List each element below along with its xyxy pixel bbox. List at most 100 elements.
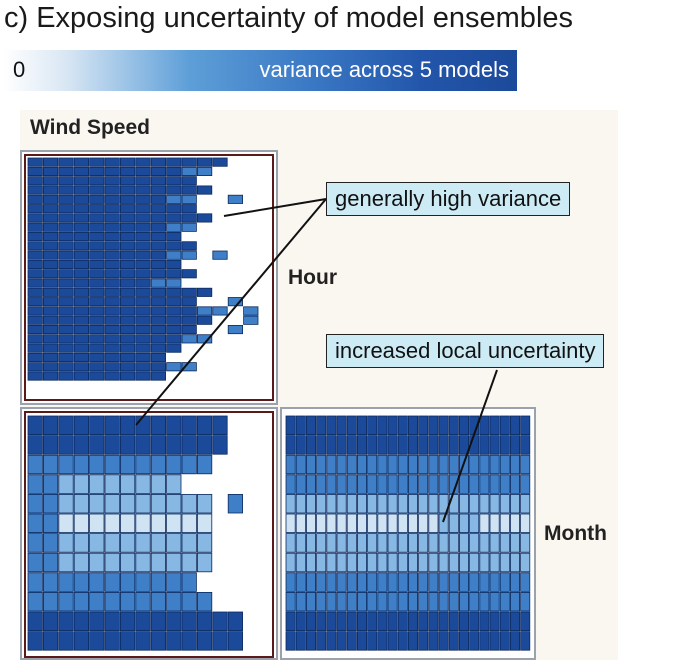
- month-wind-panel[interactable]: [24, 411, 274, 658]
- month-hour-cell: [458, 592, 469, 612]
- hour-wind-cell: [243, 315, 259, 325]
- month-hour-cell: [285, 513, 296, 534]
- hour-wind-cell: [135, 287, 151, 297]
- hour-wind-cell: [166, 222, 182, 232]
- hour-wind-cell: [73, 371, 89, 381]
- month-hour-cell: [336, 592, 347, 612]
- month-wind-cell: [166, 415, 182, 436]
- hour-wind-panel[interactable]: [24, 154, 274, 401]
- hour-wind-cell: [43, 166, 59, 177]
- month-hour-cell: [377, 454, 388, 475]
- hour-wind-cell: [43, 176, 59, 186]
- hour-wind-cell: [73, 352, 89, 362]
- month-wind-cell: [58, 493, 74, 514]
- month-hour-cell: [397, 572, 408, 592]
- month-hour-cell: [428, 631, 439, 651]
- month-hour-cell: [469, 474, 480, 494]
- month-hour-cell: [489, 435, 500, 455]
- hour-wind-cell: [58, 241, 74, 251]
- month-hour-cell: [346, 493, 357, 514]
- month-hour-cell: [346, 415, 357, 436]
- month-wind-cell: [27, 474, 43, 494]
- month-hour-cell: [469, 493, 480, 514]
- month-hour-cell: [479, 415, 490, 436]
- month-hour-cell: [520, 592, 531, 612]
- month-hour-cell: [295, 592, 306, 612]
- hour-wind-cell: [89, 269, 105, 279]
- month-hour-cell: [458, 533, 469, 553]
- month-row-label: Month: [544, 522, 607, 545]
- hour-wind-cell: [104, 352, 120, 362]
- month-hour-cell: [428, 474, 439, 494]
- month-wind-cell: [73, 513, 89, 534]
- hour-wind-cell: [104, 241, 120, 251]
- month-hour-cell: [509, 552, 520, 573]
- hour-wind-cell: [89, 259, 105, 269]
- month-hour-cell: [438, 631, 449, 651]
- month-hour-cell: [336, 611, 347, 632]
- month-hour-cell: [438, 454, 449, 475]
- month-wind-cell: [227, 611, 243, 632]
- hour-wind-cell: [150, 213, 166, 223]
- hour-wind-cell: [89, 194, 105, 204]
- month-hour-cell: [458, 611, 469, 632]
- hour-wind-cell: [27, 241, 43, 251]
- hour-wind-cell: [27, 176, 43, 186]
- month-wind-cell: [150, 454, 166, 475]
- hour-wind-cell: [58, 297, 74, 307]
- hour-wind-cell: [104, 185, 120, 195]
- month-hour-cell: [397, 493, 408, 514]
- hour-wind-cell: [43, 222, 59, 232]
- month-hour-cell: [305, 572, 316, 592]
- month-hour-cell: [346, 611, 357, 632]
- hour-wind-cell: [181, 204, 197, 214]
- hour-wind-cell: [135, 176, 151, 186]
- month-wind-cell: [181, 631, 197, 651]
- month-wind-cell: [89, 533, 105, 553]
- hour-wind-cell: [89, 334, 105, 344]
- month-hour-cell: [448, 592, 459, 612]
- month-hour-cell: [295, 454, 306, 475]
- month-wind-cell: [27, 513, 43, 534]
- month-hour-cell: [295, 572, 306, 592]
- hour-wind-cell: [135, 250, 151, 260]
- month-hour-cell: [428, 572, 439, 592]
- hour-wind-cell: [89, 213, 105, 223]
- hour-wind-cell: [104, 204, 120, 214]
- hour-wind-cell: [43, 324, 59, 335]
- month-hour-cell: [285, 552, 296, 573]
- month-wind-cell: [73, 572, 89, 592]
- hour-wind-cell: [58, 278, 74, 288]
- hour-wind-cell: [135, 334, 151, 344]
- month-hour-cell: [448, 415, 459, 436]
- month-hour-cell: [509, 533, 520, 553]
- hour-wind-cell: [27, 250, 43, 260]
- month-wind-cell: [27, 572, 43, 592]
- month-wind-cell: [120, 533, 136, 553]
- wind-speed-label: Wind Speed: [30, 116, 150, 139]
- month-wind-cell: [196, 611, 213, 632]
- month-hour-cell: [305, 493, 316, 514]
- hour-wind-cell: [58, 259, 74, 269]
- month-hour-cell: [479, 552, 490, 573]
- month-hour-cell: [285, 454, 296, 475]
- hour-wind-cell: [27, 269, 43, 279]
- hour-wind-cell: [120, 204, 136, 214]
- month-wind-cell: [104, 435, 120, 455]
- month-hour-cell: [305, 415, 316, 436]
- month-wind-cell: [89, 474, 105, 494]
- month-hour-cell: [469, 592, 480, 612]
- hour-wind-cell: [135, 185, 151, 195]
- hour-wind-cell: [43, 213, 59, 223]
- hour-wind-cell: [58, 352, 74, 362]
- month-wind-cell: [73, 611, 89, 632]
- month-hour-cell: [367, 552, 378, 573]
- hour-wind-cell: [73, 176, 89, 186]
- hour-wind-cell: [150, 315, 166, 325]
- month-wind-cell: [181, 435, 197, 455]
- month-hour-cell: [397, 415, 408, 436]
- month-wind-cell: [58, 572, 74, 592]
- month-hour-cell: [367, 533, 378, 553]
- month-wind-cell: [104, 631, 120, 651]
- month-hour-cell: [520, 631, 531, 651]
